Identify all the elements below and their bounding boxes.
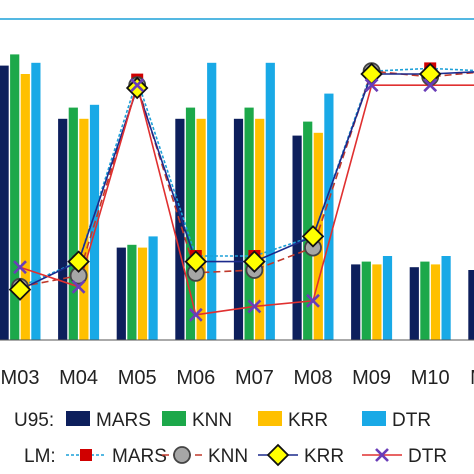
point-krr-m07 — [243, 250, 266, 273]
point-dtr-m04 — [71, 279, 86, 294]
legend-label-line-krr: KRR — [304, 446, 344, 467]
x-tick-label-m11: M11 — [470, 367, 474, 389]
bar-mars-m04 — [58, 118, 68, 340]
bar-mars-m05 — [116, 247, 126, 340]
bar-dtr-m08 — [324, 93, 334, 340]
bar-dtr-m07 — [265, 62, 275, 341]
legend-label-bar-knn: KNN — [192, 410, 232, 431]
bar-krr-m07 — [255, 118, 265, 340]
line-mars — [19, 67, 474, 288]
legend-label-line-dtr: DTR — [408, 446, 447, 467]
bar-mars-m03 — [0, 65, 9, 340]
bar-mars-m07 — [233, 118, 244, 340]
x-tick-label-m03: M03 — [1, 367, 40, 389]
bar-knn-m10 — [420, 261, 430, 340]
x-tick-label-m09: M09 — [352, 367, 391, 389]
bar-mars-m08 — [292, 135, 302, 340]
bar-mars-m09 — [351, 264, 361, 340]
legend-label-line-knn: KNN — [208, 446, 248, 467]
bar-dtr-m05 — [148, 236, 158, 340]
bar-dtr-m03 — [31, 62, 41, 341]
x-tick-label-m05: M05 — [118, 367, 157, 389]
bar-krr-m04 — [79, 118, 89, 340]
bar-krr-m10 — [430, 264, 441, 340]
bar-krr-m06 — [196, 118, 206, 340]
bar-knn-m05 — [127, 244, 137, 340]
bar-knn-m03 — [10, 54, 20, 341]
bars-layer — [0, 54, 474, 341]
legend-marker-krr — [266, 443, 290, 467]
legend-label-line-mars: MARS — [112, 446, 167, 467]
bar-dtr-m09 — [382, 256, 393, 340]
point-krr-m06 — [184, 250, 208, 273]
legend-label-bar-krr: KRR — [288, 410, 328, 431]
bar-krr-m09 — [372, 264, 382, 340]
point-dtr-m08 — [306, 293, 320, 308]
line-knn — [19, 70, 474, 288]
bar-dtr-m06 — [207, 62, 217, 341]
bar-knn-m07 — [244, 107, 254, 340]
legend-swatch-bar-mars — [66, 411, 90, 426]
bar-knn-m09 — [361, 261, 371, 340]
lines-layer — [8, 62, 474, 322]
point-dtr-m07 — [247, 299, 262, 314]
bar-mars-m11 — [468, 270, 474, 340]
legend-marker-dtr — [375, 448, 389, 462]
point-krr-m03 — [8, 278, 32, 301]
legend-swatch-bar-krr — [258, 411, 282, 426]
bar-krr-m03 — [20, 74, 30, 340]
bar-mars-m10 — [409, 267, 419, 340]
legend-swatch-bar-knn — [162, 411, 186, 426]
x-tick-label-m08: M08 — [294, 367, 333, 389]
x-tick-label-m07: M07 — [235, 367, 274, 389]
point-dtr-m10 — [423, 78, 438, 93]
bar-dtr-m10 — [441, 256, 451, 340]
point-dtr-m06 — [188, 307, 203, 322]
legend-bar-group-label: U95: — [14, 410, 54, 431]
x-tick-label-m10: M10 — [411, 367, 450, 389]
legend-line-group-label: LM: — [24, 446, 56, 467]
point-dtr-m09 — [364, 78, 379, 93]
bar-mars-m06 — [175, 118, 185, 340]
legend-swatch-bar-dtr — [362, 411, 386, 426]
point-krr-m05 — [125, 76, 149, 100]
point-krr-m08 — [301, 225, 325, 248]
point-dtr-m03 — [13, 260, 27, 275]
legend-marker-knn — [173, 446, 191, 464]
point-dtr-m05 — [130, 78, 145, 93]
legend: U95: LM: MARS KNN KRR DTR MARS KNN KRR DTR — [14, 410, 447, 467]
x-tick-label-m06: M06 — [176, 367, 215, 389]
bar-knn-m06 — [185, 107, 196, 340]
bar-krr-m05 — [137, 247, 148, 340]
x-tick-labels: M02M03M04M05M06M07M08M09M10M11 — [1, 367, 474, 389]
bar-knn-m04 — [68, 107, 78, 340]
legend-label-bar-dtr: DTR — [392, 410, 431, 431]
legend-label-bar-mars: MARS — [96, 410, 151, 431]
legend-marker-mars — [80, 449, 92, 461]
x-tick-label-m04: M04 — [59, 367, 98, 389]
point-krr-m04 — [67, 250, 90, 273]
